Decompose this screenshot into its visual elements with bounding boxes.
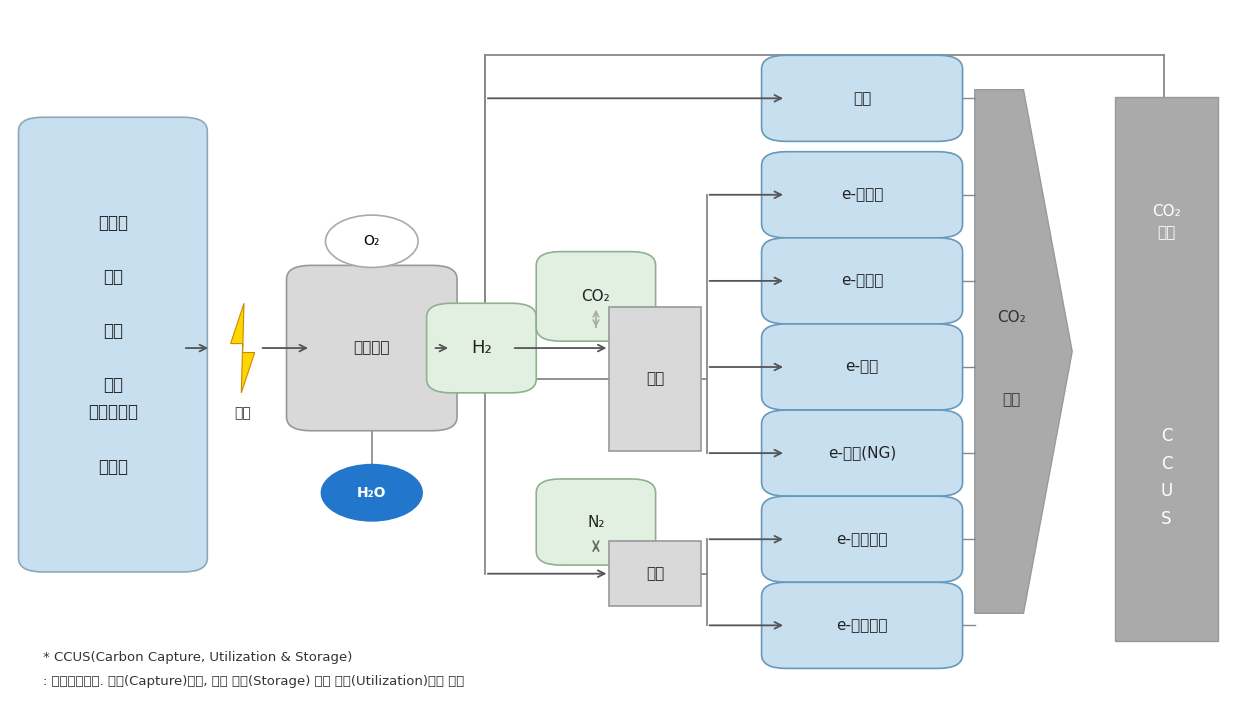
Text: H₂O: H₂O xyxy=(357,486,387,500)
Text: * CCUS(Carbon Capture, Utilization & Storage): * CCUS(Carbon Capture, Utilization & Sto… xyxy=(42,651,352,664)
Text: : 이산화탄소를. 포집(Capture)하고, 이를 저장(Storage) 또는 활용(Utilization)하는 기술: : 이산화탄소를. 포집(Capture)하고, 이를 저장(Storage) … xyxy=(42,676,464,688)
Polygon shape xyxy=(975,90,1073,613)
FancyBboxPatch shape xyxy=(426,303,536,393)
Text: CO₂
포집: CO₂ 포집 xyxy=(1152,204,1181,240)
Text: C
C
U
S: C C U S xyxy=(1161,427,1172,528)
FancyBboxPatch shape xyxy=(19,117,208,572)
Text: H₂: H₂ xyxy=(471,339,492,357)
Circle shape xyxy=(321,464,423,522)
FancyBboxPatch shape xyxy=(609,541,701,607)
FancyBboxPatch shape xyxy=(762,152,962,238)
FancyBboxPatch shape xyxy=(762,496,962,582)
Text: 배출: 배출 xyxy=(1002,392,1021,407)
Text: 합성: 합성 xyxy=(646,372,664,387)
FancyBboxPatch shape xyxy=(536,479,655,565)
Text: 합성: 합성 xyxy=(646,566,664,581)
FancyBboxPatch shape xyxy=(609,307,701,451)
Text: e-디젤: e-디젤 xyxy=(845,359,879,375)
Text: 전기분해: 전기분해 xyxy=(353,340,390,356)
Text: e-항공등유: e-항공등유 xyxy=(837,531,888,547)
FancyBboxPatch shape xyxy=(762,582,962,669)
Text: N₂: N₂ xyxy=(587,515,604,529)
Text: e-가솔린: e-가솔린 xyxy=(842,273,884,288)
Text: CO₂: CO₂ xyxy=(582,289,610,304)
Circle shape xyxy=(326,215,418,267)
Text: e-메탄올: e-메탄올 xyxy=(842,187,884,202)
FancyBboxPatch shape xyxy=(536,252,655,341)
FancyBboxPatch shape xyxy=(762,56,962,141)
FancyBboxPatch shape xyxy=(762,410,962,496)
Polygon shape xyxy=(231,303,255,393)
Text: 태양광

풍력

수력

기타
재생에너지

원자력: 태양광 풍력 수력 기타 재생에너지 원자력 xyxy=(88,214,138,475)
Text: O₂: O₂ xyxy=(364,234,380,248)
Bar xyxy=(1115,96,1218,641)
Text: CO₂: CO₂ xyxy=(997,309,1025,325)
Text: 수소: 수소 xyxy=(853,91,871,106)
FancyBboxPatch shape xyxy=(762,238,962,324)
FancyBboxPatch shape xyxy=(286,265,457,431)
Text: e-암모니아: e-암모니아 xyxy=(837,618,888,633)
Text: e-메탄(NG): e-메탄(NG) xyxy=(828,446,896,460)
Text: 전기: 전기 xyxy=(234,406,251,420)
FancyBboxPatch shape xyxy=(762,324,962,410)
